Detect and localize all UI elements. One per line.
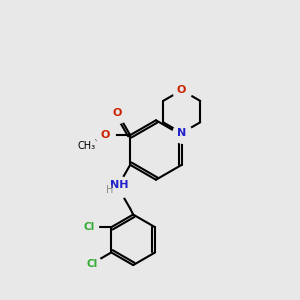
Text: O: O <box>100 130 110 140</box>
Text: CH₃: CH₃ <box>78 140 96 151</box>
Text: O: O <box>177 85 186 95</box>
Text: Cl: Cl <box>86 259 98 269</box>
Text: NH: NH <box>110 180 128 190</box>
Text: O: O <box>113 108 122 118</box>
Text: Cl: Cl <box>83 222 94 232</box>
Text: N: N <box>177 128 186 138</box>
Text: H: H <box>106 185 113 195</box>
